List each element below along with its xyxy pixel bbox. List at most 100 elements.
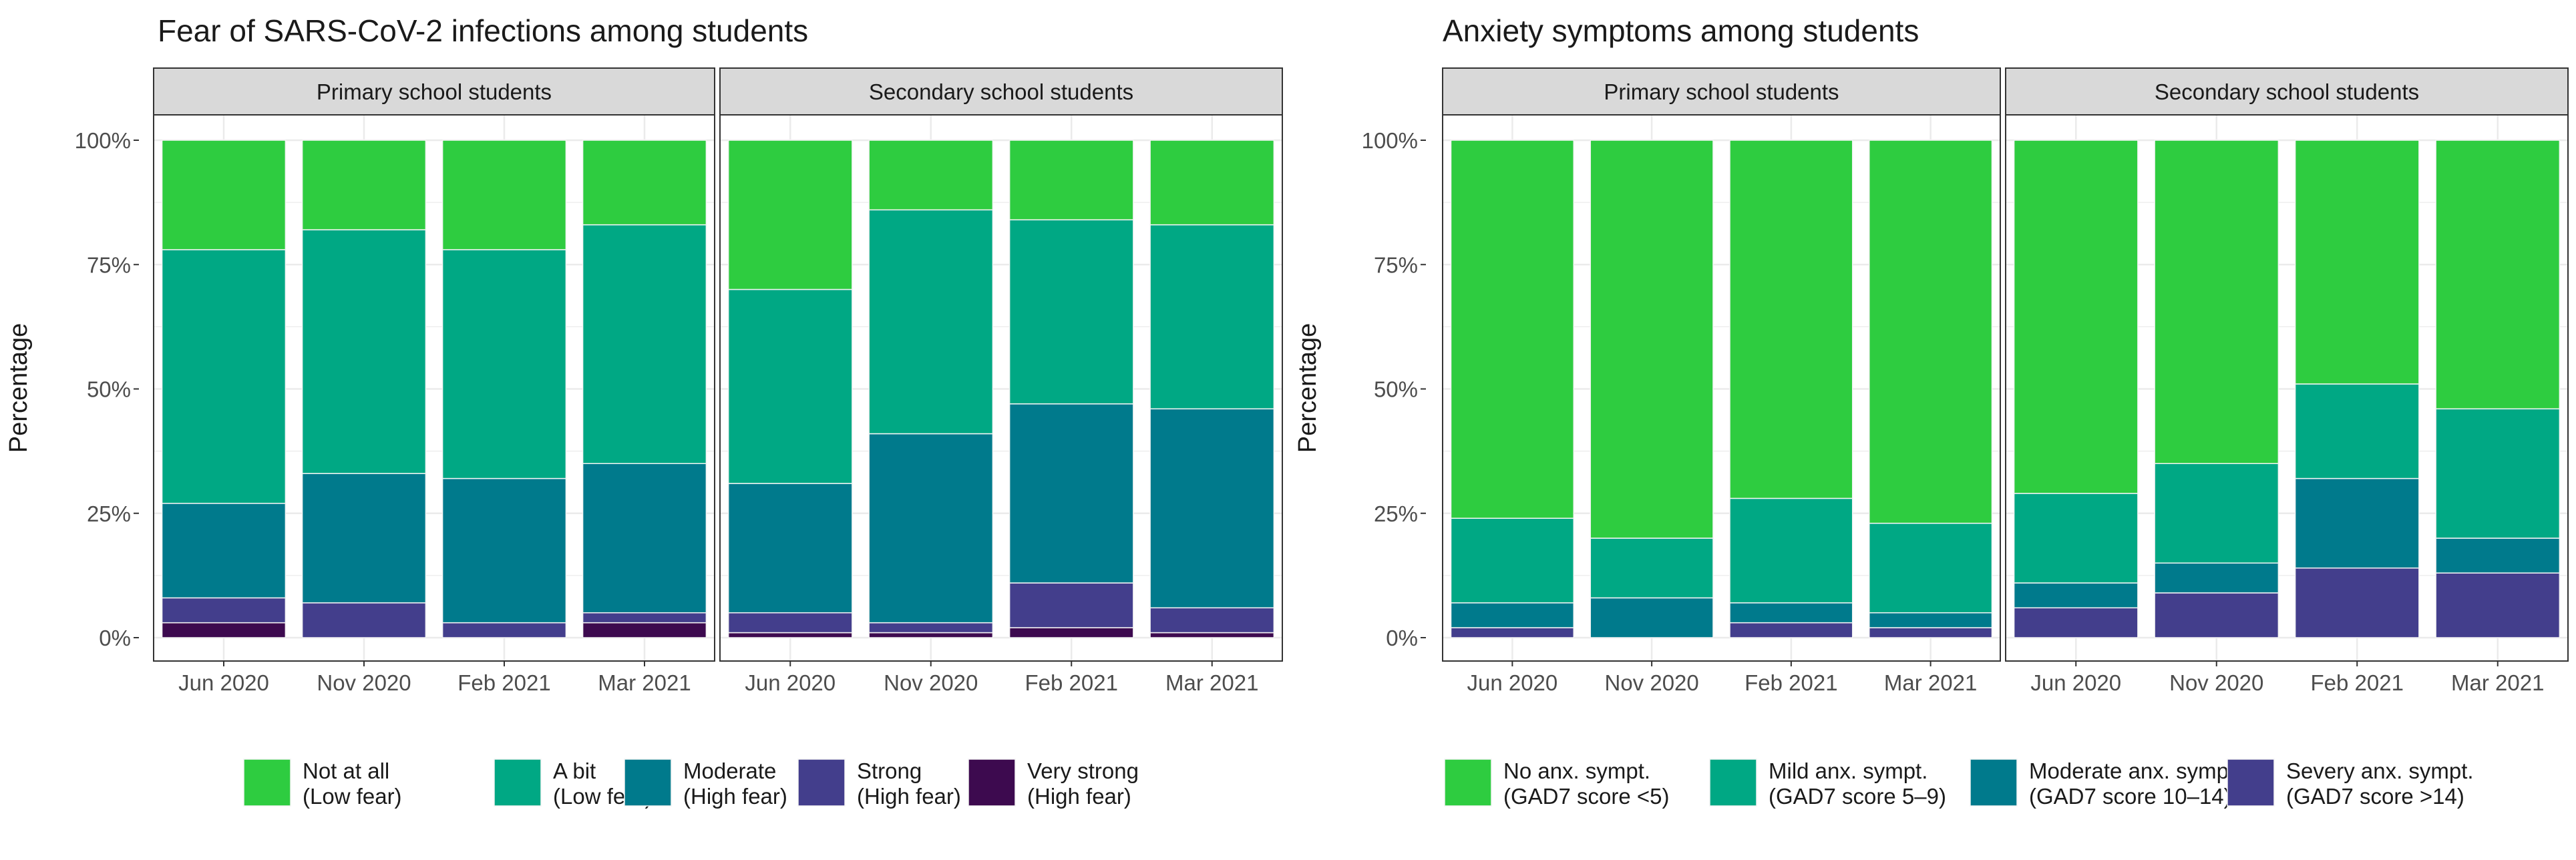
bar-segment: [161, 597, 287, 624]
bar-segment: [868, 433, 994, 624]
x-tick-label: Nov 2020: [884, 670, 978, 695]
x-tick-label: Mar 2021: [1884, 670, 1977, 695]
facet-1: Primary school students Jun 2020 Nov 2020 F…: [153, 67, 715, 695]
bar-segment: [2013, 140, 2139, 494]
y-tick-label: 100%: [1362, 128, 1418, 153]
bar-segment: [868, 140, 994, 211]
bar-segment: [1450, 517, 1574, 604]
bar-segment: [2294, 567, 2420, 638]
x-tick-label: Nov 2020: [317, 670, 411, 695]
bar-segment: [1149, 140, 1275, 226]
legend-sublabel: (High fear): [683, 784, 787, 809]
y-axis-label: Percentage: [1294, 323, 1322, 453]
y-tick-label: 100%: [75, 128, 131, 153]
legend-key: [1709, 759, 1757, 807]
bar-segment: [2013, 582, 2139, 609]
facet-strip: [2005, 67, 2569, 116]
bar-segment: [582, 463, 707, 614]
legend-label: Moderate: [683, 759, 776, 783]
legend-sublabel: (GAD7 score 10–14): [2029, 784, 2231, 809]
legend-sublabel: (High fear): [1027, 784, 1131, 809]
facet-2: Secondary school students Jun 2020 Nov 202…: [2005, 67, 2569, 695]
y-tick-label: 50%: [87, 377, 131, 402]
facet-label: Secondary school students: [2155, 79, 2419, 104]
bar-segment: [161, 503, 287, 599]
bar-segment: [161, 140, 287, 250]
bar-segment: [2154, 140, 2279, 464]
bar-segment: [727, 612, 853, 634]
legend-item: Moderate(High fear): [624, 759, 787, 809]
facet-label: Primary school students: [1604, 79, 1839, 104]
facet-1: Primary school students Jun 2020 Nov 2020 F…: [1442, 67, 2001, 695]
bar-segment: [1590, 140, 1714, 539]
legend-item: Not at all(Low fear): [243, 759, 402, 809]
legend-sublabel: (GAD7 score >14): [2286, 784, 2464, 809]
bar-segment: [1008, 582, 1134, 628]
chart-1: Fear of SARS-CoV-2 infections among stud…: [5, 13, 1283, 809]
bar-segment: [1008, 140, 1134, 220]
bar-segment: [1149, 224, 1275, 410]
x-tick-label: Jun 2020: [1467, 670, 1557, 695]
bar-segment: [727, 483, 853, 614]
x-tick-label: Jun 2020: [745, 670, 836, 695]
facet-label: Primary school students: [317, 79, 552, 104]
legend-item: Severy anx. sympt.(GAD7 score >14): [2227, 759, 2474, 809]
bar-segment: [1450, 627, 1574, 638]
x-tick-label: Nov 2020: [1604, 670, 1698, 695]
x-tick-label: Nov 2020: [2169, 670, 2263, 695]
panel-border: [2005, 114, 2569, 662]
legend-label: Severy anx. sympt.: [2286, 759, 2474, 783]
bar-segment: [2435, 140, 2561, 410]
bar-segment: [2435, 408, 2561, 539]
bar-segment: [868, 209, 994, 435]
legend-label: Moderate anx. sympt.: [2029, 759, 2241, 783]
bar-segment: [727, 288, 853, 484]
x-tick-label: Mar 2021: [2451, 670, 2544, 695]
y-tick-label: 75%: [87, 252, 131, 277]
legend-key: [494, 759, 542, 807]
panel-border: [719, 114, 1283, 662]
x-tick-label: Jun 2020: [178, 670, 269, 695]
legend-item: Mild anx. sympt.(GAD7 score 5–9): [1709, 759, 1946, 809]
facet-label: Secondary school students: [869, 79, 1133, 104]
x-tick-label: Feb 2021: [457, 670, 550, 695]
panel-border: [153, 114, 715, 662]
y-tick-label: 75%: [1374, 252, 1418, 277]
legend-sublabel: (GAD7 score 5–9): [1769, 784, 1946, 809]
bar-segment: [2013, 607, 2139, 638]
legend-key: [797, 759, 846, 807]
facet-strip: [719, 67, 1283, 116]
bar-segment: [2154, 463, 2279, 564]
bar-segment: [1729, 497, 1853, 604]
legend: Not at all(Low fear)A bit(Low fear)Moder…: [243, 759, 1139, 809]
bar-segment: [868, 622, 994, 634]
legend: No anx. sympt.(GAD7 score <5) Mild anx. s…: [1444, 759, 2474, 809]
legend-sublabel: (GAD7 score <5): [1503, 784, 1670, 809]
chart-title: Anxiety symptoms among students: [1443, 13, 1919, 48]
bar-segment: [582, 140, 707, 226]
y-tick-label: 0%: [99, 626, 131, 650]
bar-segment: [441, 140, 567, 250]
bar-segment: [441, 622, 567, 638]
bar-segment: [2154, 562, 2279, 594]
bar-segment: [1450, 602, 1574, 628]
legend-label: Strong: [857, 759, 922, 783]
legend-label: Not at all: [303, 759, 389, 783]
bar-segment: [1149, 408, 1275, 609]
bar-segment: [1729, 622, 1853, 638]
bar-segment: [1869, 522, 1993, 614]
bar-segment: [1149, 632, 1275, 638]
x-tick-label: Mar 2021: [1165, 670, 1258, 695]
bar-segment: [2154, 592, 2279, 638]
bar-segment: [1869, 612, 1993, 628]
y-tick-label: 25%: [87, 501, 131, 526]
bar-segment: [2294, 383, 2420, 479]
facet-strip: [153, 67, 715, 116]
chart-2: Anxiety symptoms among students Percentag…: [1294, 13, 2569, 809]
legend-key: [624, 759, 672, 807]
bar-segment: [2294, 477, 2420, 569]
legend-item: Very strong(High fear): [968, 759, 1139, 809]
bar-segment: [1869, 140, 1993, 524]
y-tick-label: 50%: [1374, 377, 1418, 402]
bar-segment: [582, 224, 707, 464]
